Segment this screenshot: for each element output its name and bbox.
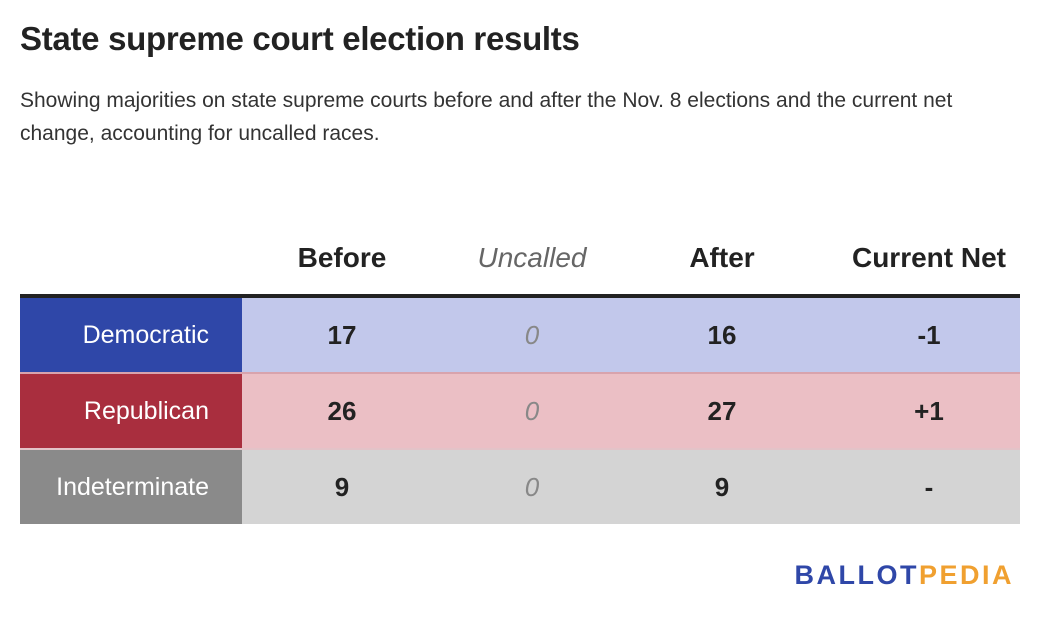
header-before: Before — [297, 242, 387, 273]
cell-democratic-after: 16 — [707, 319, 737, 350]
row-label-republican: Republican — [20, 374, 242, 448]
table-row-democratic: Democratic 17 0 16 -1 — [20, 298, 1020, 372]
table-row-republican: Republican 26 0 27 +1 — [20, 372, 1020, 448]
cell-democratic-uncalled: 0 — [524, 319, 540, 350]
cell-indeterminate-net: - — [924, 471, 934, 502]
header-current-net: Current Net — [851, 242, 1006, 273]
cell-republican-after: 27 — [707, 395, 737, 426]
cell-republican-before: 26 — [327, 395, 357, 426]
cell-indeterminate-uncalled: 0 — [524, 471, 540, 502]
chart-subtitle: Showing majorities on state supreme cour… — [20, 89, 953, 145]
row-label-democratic: Democratic — [20, 298, 242, 372]
chart-title: State supreme court election results — [20, 20, 580, 57]
ballotpedia-logo: BALLOTPEDIA — [794, 560, 1014, 591]
header-uncalled: Uncalled — [477, 242, 587, 273]
cell-democratic-net: -1 — [917, 319, 941, 350]
table-row-indeterminate: Indeterminate 9 0 9 - — [20, 448, 1020, 524]
cell-republican-net: +1 — [914, 395, 944, 426]
cell-indeterminate-before: 9 — [334, 471, 350, 502]
cell-indeterminate-after: 9 — [714, 471, 730, 502]
logo-part-ballot: BALLOT — [794, 560, 919, 590]
cell-republican-uncalled: 0 — [524, 395, 540, 426]
header-after: After — [689, 242, 755, 273]
table-header: Before Uncalled After Current Net — [20, 200, 1020, 298]
results-table: Before Uncalled After Current Net Democr… — [20, 200, 1020, 524]
row-label-indeterminate: Indeterminate — [20, 450, 242, 524]
logo-part-pedia: PEDIA — [918, 560, 1014, 590]
cell-democratic-before: 17 — [327, 319, 357, 350]
